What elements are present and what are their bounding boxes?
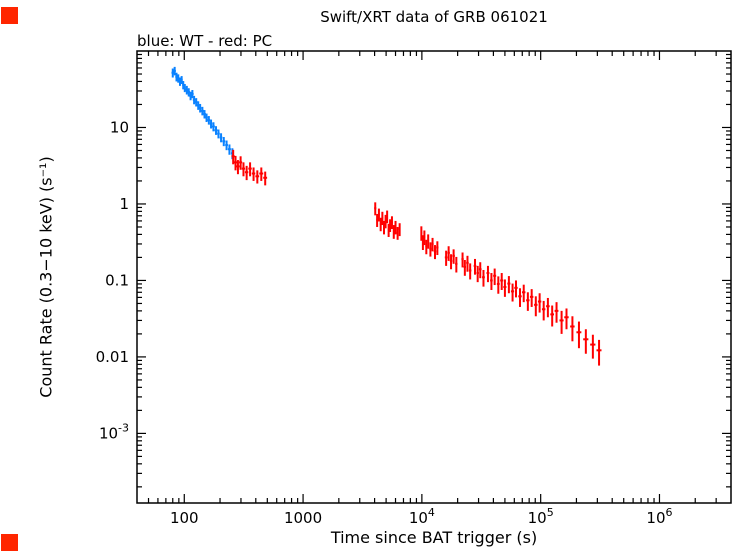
y-tick-label: 10 bbox=[110, 118, 129, 136]
y-tick-label: 0.01 bbox=[96, 348, 129, 366]
y-tick-label: 1 bbox=[119, 195, 129, 213]
axis-ticks bbox=[137, 51, 731, 503]
series-wt bbox=[171, 66, 234, 160]
chart-title: Swift/XRT data of GRB 061021 bbox=[320, 8, 548, 26]
x-axis-label: Time since BAT trigger (s) bbox=[330, 528, 538, 547]
x-tick-label: 1000 bbox=[284, 509, 322, 527]
corner-marker-top-icon bbox=[1, 7, 18, 24]
x-tick-label: 106 bbox=[646, 506, 672, 527]
x-tick-label: 100 bbox=[170, 509, 199, 527]
plot-frame bbox=[136, 50, 732, 504]
corner-marker-bottom-icon bbox=[1, 534, 18, 551]
series-pc bbox=[231, 149, 602, 366]
chart-legend: blue: WT - red: PC bbox=[137, 32, 273, 50]
x-tick-label: 105 bbox=[528, 506, 554, 527]
y-tick-label: 10-3 bbox=[99, 421, 129, 442]
axis-tick-labels: 100 1000 104 105 106 10 1 0.1 0.01 10-3 bbox=[96, 118, 673, 527]
y-axis-label: Count Rate (0.3−10 keV) (s⁻¹) bbox=[36, 156, 56, 398]
x-tick-label: 104 bbox=[409, 506, 435, 527]
y-tick-label: 0.1 bbox=[105, 271, 129, 289]
